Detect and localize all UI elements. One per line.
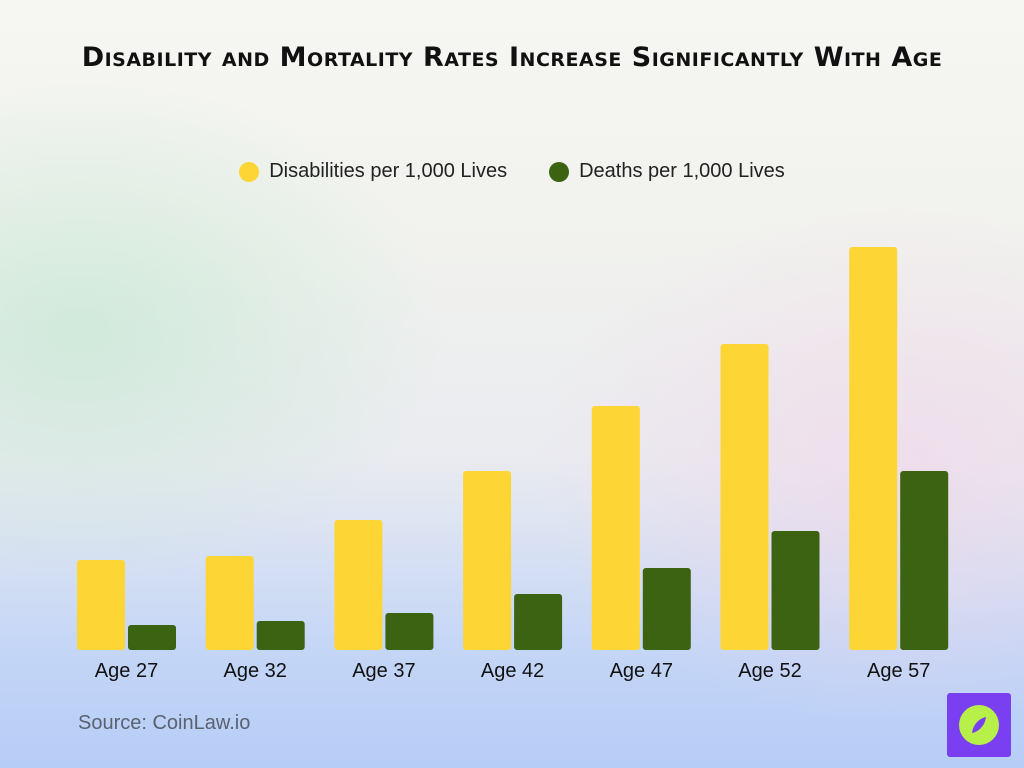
legend-item-disabilities: Disabilities per 1,000 Lives (239, 160, 507, 183)
bar-disabilities-age-47 (591, 406, 640, 650)
bar-disabilities-age-32 (205, 556, 254, 650)
logo-badge (947, 693, 1011, 757)
legend: Disabilities per 1,000 Lives Deaths per … (0, 160, 1024, 183)
legend-label-disabilities: Disabilities per 1,000 Lives (269, 160, 508, 182)
legend-swatch-deaths (549, 161, 570, 182)
bar-disabilities-age-42 (463, 471, 512, 650)
bar-deaths-age-32 (256, 621, 305, 650)
bar-disabilities-age-57 (849, 247, 898, 650)
x-tick-label-age-42: Age 42 (481, 660, 544, 682)
legend-item-deaths: Deaths per 1,000 Lives (549, 160, 785, 183)
bar-disabilities-age-27 (77, 560, 125, 650)
bar-chart: Age 27 Age 32 Age 37 Age 42 Age 47 Age 52 Age … (77, 247, 949, 682)
x-tick-label-age-37: Age 37 (352, 660, 415, 682)
x-tick-label-age-32: Age 32 (224, 660, 287, 682)
compass-icon (959, 705, 999, 745)
bar-disabilities-age-52 (720, 344, 769, 650)
chart-title: Disability and Mortality Rates Increase … (81, 42, 943, 73)
bar-deaths-age-27 (128, 625, 176, 650)
bar-deaths-age-52 (771, 531, 820, 650)
x-tick-label-age-47: Age 47 (610, 660, 673, 682)
bar-disabilities-age-37 (334, 520, 383, 650)
x-tick-label-age-57: Age 57 (867, 660, 930, 682)
legend-swatch-disabilities (239, 161, 260, 182)
source-text: Source: CoinLaw.io (78, 712, 251, 734)
bar-deaths-age-57 (900, 471, 949, 650)
bar-deaths-age-47 (642, 568, 691, 650)
x-tick-label-age-27: Age 27 (95, 660, 158, 682)
bar-deaths-age-42 (514, 594, 563, 650)
legend-label-deaths: Deaths per 1,000 Lives (579, 160, 785, 182)
x-tick-label-age-52: Age 52 (738, 660, 801, 682)
bar-deaths-age-37 (385, 613, 434, 650)
